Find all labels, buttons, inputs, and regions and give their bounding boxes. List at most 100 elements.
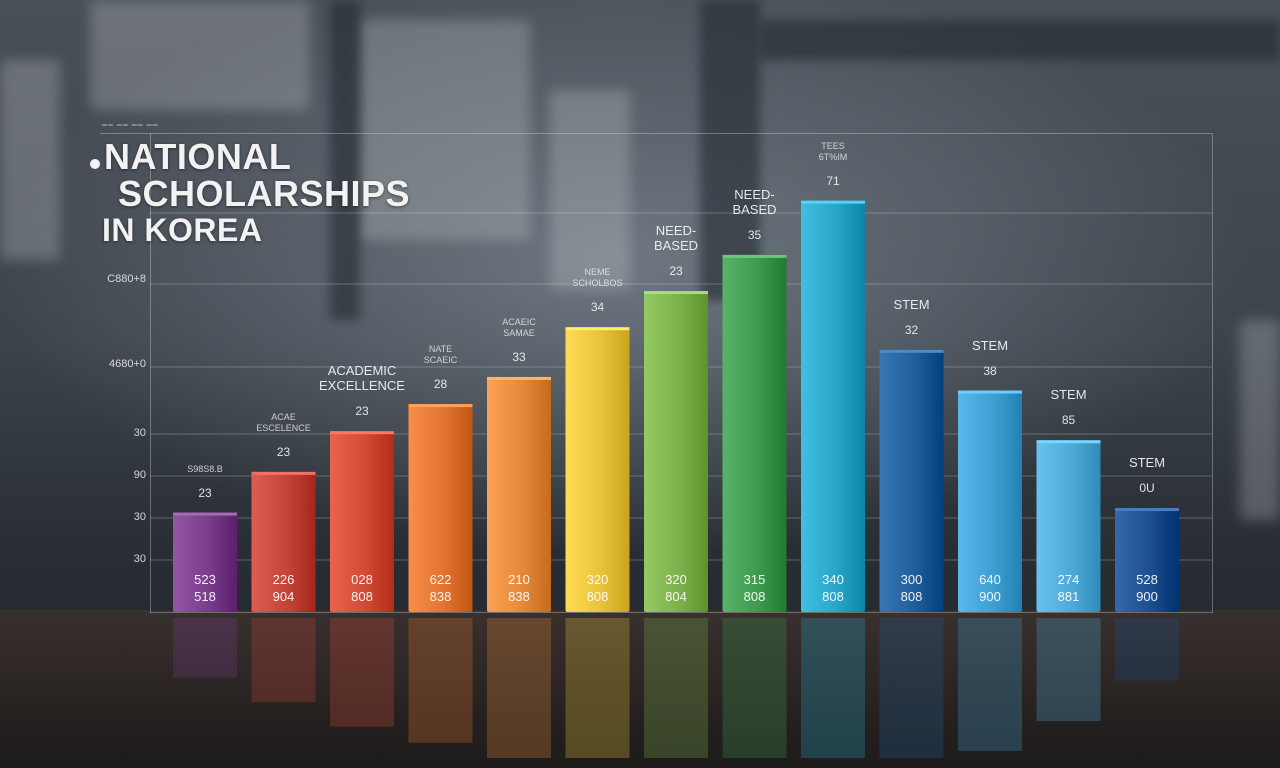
bar-reflection	[565, 618, 630, 758]
bar-top-edge	[722, 254, 787, 258]
bar-inner-label-top: 274	[1058, 572, 1080, 587]
category-label: ACAEIC SAMAE	[502, 316, 536, 338]
value-label: 34	[590, 300, 605, 315]
title-bullet-icon	[90, 159, 100, 169]
bar	[644, 291, 708, 612]
bar	[1115, 508, 1179, 612]
y-tick-label: 30	[133, 511, 146, 523]
category-label: S98S8.B	[187, 463, 223, 474]
bar-reflection	[879, 618, 944, 758]
y-tick-label: 4680+0	[108, 358, 146, 370]
background-window	[90, 0, 310, 110]
frame-line	[1212, 133, 1213, 613]
bar-inner-label-bottom: 900	[1136, 589, 1158, 604]
bar-reflection	[722, 618, 787, 758]
bar	[173, 512, 237, 612]
bar-top-edge	[330, 431, 394, 435]
value-label: 32	[904, 322, 919, 337]
background-window	[550, 90, 630, 290]
bar-inner-label-bottom: 838	[430, 589, 452, 604]
bar-top-edge	[879, 349, 944, 353]
bar-inner-label-bottom: 808	[822, 589, 844, 604]
bar-inner-label-top: 028	[351, 572, 373, 587]
bar-top-edge	[644, 291, 708, 295]
value-label: 35	[747, 227, 762, 242]
bar-inner-label-top: 640	[979, 572, 1001, 587]
y-tick-label: 30	[133, 427, 146, 439]
value-label: 28	[433, 377, 448, 392]
bar-inner-label-top: 523	[194, 572, 216, 587]
bar-reflection	[1115, 618, 1179, 681]
bar-top-edge	[487, 376, 551, 380]
bar-top-edge	[173, 512, 237, 516]
bar-top-edge	[251, 471, 316, 475]
bar-inner-label-bottom: 838	[508, 589, 530, 604]
category-label: STEM	[1128, 455, 1166, 471]
bar-inner-label-top: 210	[508, 572, 530, 587]
bar	[1036, 440, 1101, 612]
category-label: NEED- BASED	[732, 186, 777, 217]
title-tag: ══ ══ ══ ══	[102, 122, 159, 129]
category-label: STEM	[893, 296, 930, 312]
bar-top-edge	[958, 390, 1022, 394]
bar-top-edge	[1036, 440, 1101, 444]
y-tick-label: 90	[133, 469, 146, 481]
bar-inner-label-top: 226	[273, 572, 295, 587]
bar-reflection	[173, 618, 237, 678]
bar	[251, 471, 316, 612]
category-label: NEED- BASED	[653, 223, 699, 254]
bar-reflection	[251, 618, 316, 703]
frame-line	[150, 133, 151, 613]
bar-reflection	[330, 618, 394, 727]
bar	[330, 431, 394, 612]
value-label: 38	[983, 363, 997, 378]
value-label: 33	[512, 349, 526, 364]
background-beam	[760, 20, 1280, 60]
bar-inner-label-top: 320	[587, 572, 609, 587]
bar-reflection	[644, 618, 708, 758]
frame-line	[100, 133, 1212, 134]
bar-reflection	[801, 618, 865, 758]
bar-inner-label-bottom: 518	[194, 589, 216, 604]
floor	[0, 610, 1280, 768]
bar-top-edge	[801, 200, 865, 204]
bar-inner-label-bottom: 881	[1058, 589, 1080, 604]
background-window	[360, 20, 530, 240]
category-label: ACADEMIC EXCELLENCE	[319, 363, 405, 394]
value-label: 23	[276, 444, 291, 459]
bar	[487, 376, 551, 612]
value-label: 85	[1061, 413, 1076, 428]
chart-title: NATIONAL SCHOLARSHIPS IN KOREA	[90, 138, 410, 249]
category-label: NATE SCAEIC	[423, 344, 458, 366]
bar-reflection	[1036, 618, 1101, 722]
bar-inner-label-bottom: 804	[665, 589, 687, 604]
bar-inner-label-top: 622	[430, 572, 452, 587]
background-window	[0, 60, 60, 260]
bar-inner-label-bottom: 808	[587, 589, 609, 604]
bar-inner-label-bottom: 808	[351, 589, 373, 604]
bar-inner-label-top: 300	[901, 572, 923, 587]
bar-top-edge	[408, 404, 473, 408]
background-beam	[700, 0, 760, 300]
title-line-2: SCHOLARSHIPS	[118, 173, 411, 214]
bar	[408, 404, 473, 612]
bar-reflection	[408, 618, 473, 743]
bar-reflection	[487, 618, 551, 758]
y-tick-label: 30	[133, 553, 146, 565]
category-label: STEM	[971, 337, 1009, 353]
bar	[722, 254, 787, 613]
bar-inner-label-bottom: 904	[273, 589, 295, 604]
baseline	[150, 612, 1212, 613]
category-label: STEM	[1050, 387, 1087, 403]
background-window	[1240, 320, 1280, 520]
bar-inner-label-top: 320	[665, 572, 687, 587]
bar-reflection	[958, 618, 1022, 751]
bar-inner-label-top: 528	[1136, 572, 1158, 587]
bar	[879, 349, 944, 612]
bar-inner-label-bottom: 808	[744, 589, 766, 604]
bar-top-edge	[1115, 508, 1179, 512]
title-line-3: IN KOREA	[102, 212, 263, 248]
bar	[801, 200, 865, 612]
title-line-1: NATIONAL	[104, 136, 292, 177]
